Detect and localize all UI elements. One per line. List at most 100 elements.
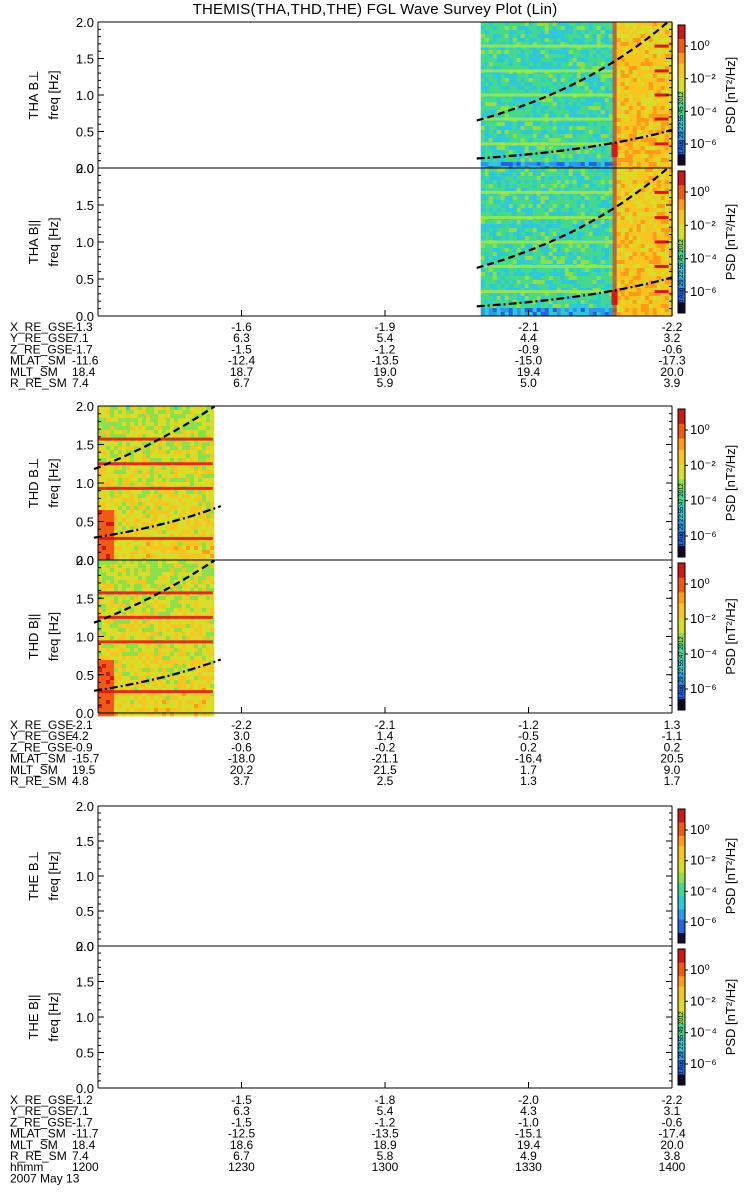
spectro-cell <box>640 184 645 189</box>
spectro-cell <box>588 284 593 289</box>
spectro-cell <box>484 232 489 237</box>
spectro-cell <box>528 192 533 197</box>
spectro-cell <box>584 244 589 249</box>
spectro-cell <box>524 58 529 63</box>
spectro-cell <box>102 514 107 519</box>
spectro-cell <box>182 466 187 471</box>
spectro-cell <box>122 422 127 427</box>
spectro-cell <box>568 62 573 67</box>
spectro-cell <box>190 510 195 515</box>
spectro-cell <box>592 82 597 87</box>
spectro-cell <box>130 554 135 559</box>
spectro-cell <box>636 232 641 237</box>
spectro-cell <box>608 106 613 111</box>
spectro-cell <box>540 308 545 313</box>
spectro-cell <box>182 410 187 415</box>
spectro-cell <box>536 110 541 115</box>
spectro-cell <box>572 86 577 91</box>
spectro-cell <box>496 34 501 39</box>
spectro-cell <box>588 208 593 213</box>
spectro-cell <box>664 98 669 103</box>
spectro-cell <box>106 494 111 499</box>
spectro-cell <box>560 312 565 317</box>
spectro-cell <box>186 542 191 547</box>
spectro-cell <box>536 176 541 181</box>
spectro-cell <box>604 268 609 273</box>
spectro-cell <box>620 304 625 309</box>
spectro-cell <box>194 482 199 487</box>
spectro-cell <box>568 78 573 83</box>
spectro-cell <box>520 180 525 185</box>
spectro-cell <box>596 236 601 241</box>
spectro-cell <box>520 300 525 305</box>
spectro-cell <box>488 98 493 103</box>
spectro-cell <box>154 530 159 535</box>
spectro-cell <box>620 224 625 229</box>
spectro-cell <box>604 312 609 317</box>
spectro-cell <box>660 212 665 217</box>
spectro-cell <box>536 98 541 103</box>
spectro-cell <box>206 498 211 503</box>
spectro-cell <box>484 30 489 35</box>
spectro-cell <box>198 534 203 539</box>
spectro-cell <box>540 162 545 167</box>
spectro-cell <box>564 172 569 177</box>
spectro-cell <box>668 180 673 185</box>
spectro-cell <box>552 58 557 63</box>
spectro-cell <box>588 22 593 27</box>
spectro-cell <box>528 228 533 233</box>
spectro-cell <box>122 470 127 475</box>
spectro-cell <box>644 172 649 177</box>
spectro-cell <box>596 232 601 237</box>
spectro-cell <box>560 220 565 225</box>
spectro-cell <box>664 308 669 313</box>
spectro-cell <box>540 74 545 79</box>
spectro-cell <box>524 184 529 189</box>
spectro-cell <box>664 284 669 289</box>
spectro-cell <box>484 224 489 229</box>
spectro-cell <box>616 272 621 277</box>
spectro-cell <box>162 510 167 515</box>
spectro-cell <box>162 446 167 451</box>
spectro-cell <box>584 42 589 47</box>
spectro-cell <box>170 418 175 423</box>
spectro-cell <box>500 304 505 309</box>
spectro-cell <box>110 522 115 527</box>
spectro-cell <box>608 192 613 197</box>
spectro-cell <box>520 204 525 209</box>
spectro-cell <box>484 138 489 143</box>
spectro-cell <box>114 418 119 423</box>
spectro-cell <box>536 232 541 237</box>
spectro-cell <box>110 458 115 463</box>
spectro-cell <box>616 228 621 233</box>
spectro-cell <box>516 312 521 317</box>
spectro-cell <box>102 530 107 535</box>
spectro-cell <box>146 414 151 419</box>
spectro-cell <box>166 502 171 507</box>
spectro-cell <box>114 498 119 503</box>
spectro-cell <box>556 110 561 115</box>
spectro-cell <box>500 146 505 151</box>
spectro-cell <box>660 126 665 131</box>
spectro-cell <box>166 530 171 535</box>
spectro-cell <box>576 248 581 253</box>
spectro-cell <box>548 26 553 31</box>
spectro-cell <box>548 304 553 309</box>
spectro-cell <box>536 168 541 173</box>
spectro-cell <box>158 418 163 423</box>
spectro-cell <box>548 204 553 209</box>
spectro-cell <box>524 232 529 237</box>
spectro-cell <box>122 494 127 499</box>
spectro-cell <box>636 300 641 305</box>
spectro-cell <box>480 220 485 225</box>
spectro-cell <box>656 180 661 185</box>
colorbar-segment <box>678 281 685 286</box>
spectro-cell <box>544 184 549 189</box>
spectro-cell <box>608 34 613 39</box>
spectro-cell <box>194 542 199 547</box>
spectro-cell <box>600 172 605 177</box>
spectro-cell <box>202 514 207 519</box>
spectro-cell <box>150 534 155 539</box>
spectro-cell <box>492 268 497 273</box>
spectro-cell <box>640 292 645 297</box>
